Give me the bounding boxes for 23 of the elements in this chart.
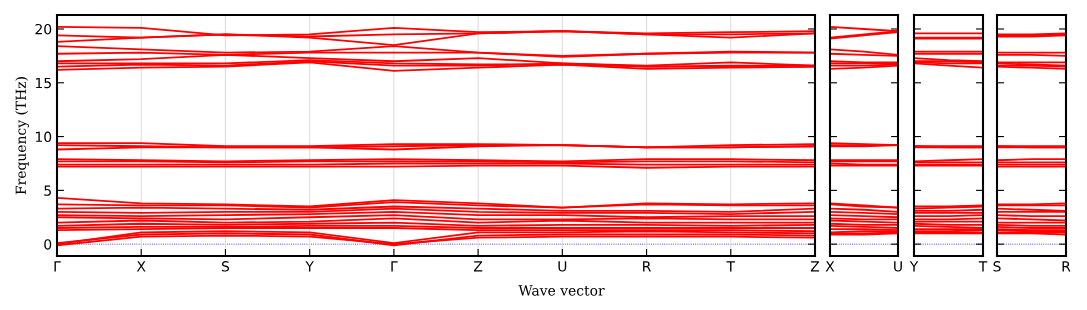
x-tick-label: Y bbox=[305, 261, 314, 272]
x-tick-label: S bbox=[221, 261, 230, 272]
x-tick-label: Γ bbox=[54, 261, 61, 272]
x-tick-label: T bbox=[978, 261, 988, 272]
x-tick-label: Z bbox=[473, 261, 483, 272]
x-tick-label: R bbox=[643, 261, 651, 272]
x-axis-title: Wave vector bbox=[518, 285, 605, 296]
x-tick-label: S bbox=[993, 261, 1001, 272]
y-tick-label: 15 bbox=[35, 77, 51, 89]
y-tick-label: 20 bbox=[35, 23, 52, 35]
x-tick-label: X bbox=[136, 261, 146, 272]
x-tick-label: Y bbox=[909, 261, 919, 272]
x-tick-label: Γ bbox=[391, 261, 398, 272]
y-tick-label: 5 bbox=[44, 185, 51, 196]
x-tick-label: X bbox=[825, 261, 835, 272]
x-tick-label: Z bbox=[810, 261, 820, 272]
x-tick-label: R bbox=[1062, 261, 1071, 272]
y-tick-label: 0 bbox=[44, 239, 52, 250]
x-tick-label: U bbox=[894, 261, 902, 272]
x-tick-label: T bbox=[726, 261, 736, 272]
y-tick-label: 10 bbox=[35, 131, 52, 143]
x-tick-label: U bbox=[558, 261, 567, 272]
y-axis-title: Frequency (THz) bbox=[15, 77, 29, 195]
